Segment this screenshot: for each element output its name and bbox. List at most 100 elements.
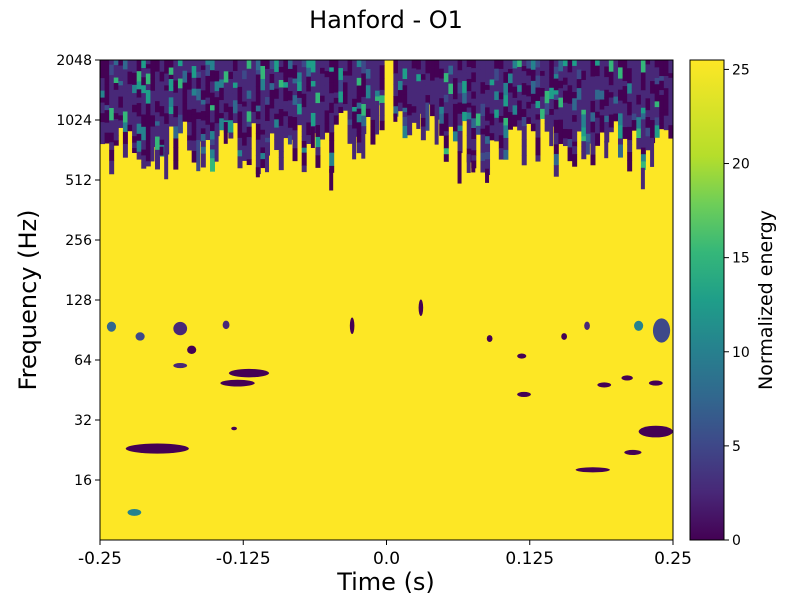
noise-cell bbox=[214, 91, 220, 98]
noise-cell bbox=[448, 113, 454, 127]
noise-cell bbox=[315, 147, 321, 156]
noise-cell bbox=[237, 103, 243, 112]
energy-blob bbox=[638, 425, 673, 438]
noise-cell bbox=[393, 60, 399, 74]
noise-cell bbox=[576, 60, 582, 70]
noise-cell bbox=[640, 79, 646, 91]
noise-cell bbox=[663, 75, 669, 89]
noise-cell bbox=[223, 94, 229, 104]
noise-cell bbox=[324, 77, 330, 86]
noise-cell bbox=[617, 138, 623, 145]
noise-cell bbox=[122, 143, 128, 158]
noise-cell bbox=[187, 140, 193, 151]
noise-cell bbox=[544, 90, 550, 104]
noise-cell bbox=[604, 115, 610, 123]
noise-cell bbox=[507, 83, 513, 93]
noise-cell bbox=[535, 119, 541, 129]
noise-cell bbox=[654, 107, 660, 118]
noise-cell bbox=[416, 69, 422, 75]
noise-cell bbox=[485, 107, 491, 122]
noise-cell bbox=[370, 86, 376, 99]
noise-cell bbox=[173, 112, 179, 118]
noise-cell bbox=[141, 93, 147, 107]
noise-drip bbox=[485, 168, 490, 183]
noise-cell bbox=[177, 60, 183, 67]
noise-cell bbox=[581, 146, 587, 152]
noise-cell bbox=[558, 107, 564, 121]
noise-cell bbox=[100, 90, 105, 99]
noise-cell bbox=[122, 98, 128, 112]
noise-cell bbox=[320, 60, 326, 69]
noise-cell bbox=[553, 90, 559, 95]
noise-cell bbox=[530, 69, 536, 82]
noise-cell bbox=[627, 144, 633, 153]
noise-cell bbox=[439, 60, 445, 70]
noise-cell bbox=[200, 111, 206, 121]
noise-cell bbox=[210, 149, 215, 159]
noise-cell bbox=[145, 68, 151, 74]
noise-cell bbox=[292, 65, 298, 79]
noise-cell bbox=[627, 101, 633, 111]
noise-cell bbox=[127, 124, 133, 132]
noise-cell bbox=[599, 90, 605, 100]
noise-cell bbox=[452, 126, 458, 132]
noise-cell bbox=[173, 138, 179, 148]
noise-cell bbox=[278, 125, 284, 139]
noise-cell bbox=[668, 77, 673, 87]
noise-cell bbox=[411, 74, 417, 87]
noise-cell bbox=[375, 78, 381, 92]
noise-cell bbox=[544, 71, 550, 84]
noise-cell bbox=[530, 93, 536, 105]
noise-cell bbox=[159, 81, 165, 93]
noise-cell bbox=[617, 67, 623, 79]
noise-cell bbox=[251, 70, 257, 82]
noise-cell bbox=[530, 113, 536, 125]
noise-cell bbox=[210, 158, 215, 172]
noise-cell bbox=[425, 85, 431, 96]
noise-cell bbox=[159, 116, 165, 130]
noise-cell bbox=[329, 67, 335, 73]
noise-cell bbox=[260, 78, 266, 91]
noise-cell bbox=[100, 97, 105, 103]
noise-cell bbox=[150, 60, 156, 74]
noise-cell bbox=[242, 90, 248, 102]
noise-drip bbox=[471, 161, 476, 173]
noise-cell bbox=[352, 86, 358, 95]
noise-cell bbox=[553, 153, 559, 166]
noise-cell bbox=[191, 108, 197, 116]
noise-cell bbox=[411, 97, 417, 107]
noise-cell bbox=[480, 82, 486, 95]
noise-cell bbox=[136, 97, 142, 104]
noise-cell bbox=[668, 85, 673, 96]
noise-cell bbox=[361, 85, 367, 98]
noise-cell bbox=[191, 95, 197, 110]
noise-cell bbox=[475, 79, 481, 90]
noise-cell bbox=[567, 115, 573, 125]
noise-cell bbox=[503, 149, 509, 160]
noise-cell bbox=[535, 67, 541, 76]
noise-cell bbox=[113, 83, 119, 91]
noise-cell bbox=[581, 88, 587, 94]
noise-cell bbox=[562, 102, 568, 114]
noise-cell bbox=[145, 161, 151, 167]
noise-cell bbox=[595, 133, 601, 146]
noise-cell bbox=[590, 66, 596, 77]
noise-cell bbox=[269, 60, 275, 70]
noise-cell bbox=[613, 113, 619, 122]
noise-cell bbox=[517, 120, 523, 131]
noise-cell bbox=[549, 87, 555, 100]
noise-cell bbox=[544, 123, 550, 132]
noise-cell bbox=[310, 93, 316, 102]
noise-cell bbox=[370, 134, 376, 145]
noise-cell bbox=[297, 81, 303, 92]
noise-cell bbox=[141, 149, 147, 156]
noise-cell bbox=[283, 111, 289, 117]
noise-cell bbox=[333, 85, 339, 93]
noise-cell bbox=[365, 85, 371, 99]
noise-cell bbox=[636, 60, 642, 67]
noise-cell bbox=[177, 110, 183, 116]
noise-cell bbox=[590, 60, 596, 67]
noise-cell bbox=[475, 89, 481, 100]
energy-blob bbox=[624, 449, 642, 455]
noise-cell bbox=[122, 88, 128, 100]
